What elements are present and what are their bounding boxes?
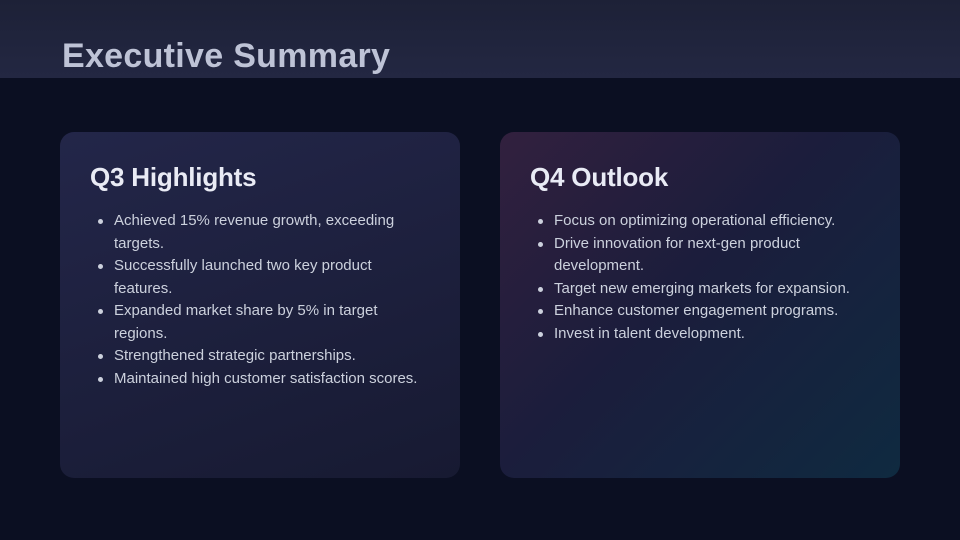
bullet-item: Expanded market share by 5% in target re…	[90, 300, 430, 345]
bullet-item: Successfully launched two key product fe…	[90, 255, 430, 300]
page-title: Executive Summary	[62, 37, 391, 75]
card-title-q3: Q3 Highlights	[90, 162, 257, 192]
bullet-item: Achieved 15% revenue growth, exceeding t…	[90, 210, 430, 255]
card-q4-outlook: Q4 Outlook Focus on optimizing operation…	[500, 132, 900, 478]
bullet-item: Enhance customer engagement programs.	[530, 300, 870, 323]
bullet-list-q4: Focus on optimizing operational efficien…	[530, 210, 870, 345]
bullet-item: Invest in talent development.	[530, 323, 870, 346]
bullet-item: Maintained high customer satisfaction sc…	[90, 368, 430, 391]
bullet-list-q3: Achieved 15% revenue growth, exceeding t…	[90, 210, 430, 390]
card-q3-highlights: Q3 Highlights Achieved 15% revenue growt…	[60, 132, 460, 478]
header-band: Executive Summary	[0, 0, 960, 78]
card-title-q4: Q4 Outlook	[530, 162, 669, 192]
bullet-item: Strengthened strategic partnerships.	[90, 345, 430, 368]
bullet-item: Target new emerging markets for expansio…	[530, 278, 870, 301]
bullet-item: Drive innovation for next-gen product de…	[530, 233, 870, 278]
bullet-item: Focus on optimizing operational efficien…	[530, 210, 870, 233]
